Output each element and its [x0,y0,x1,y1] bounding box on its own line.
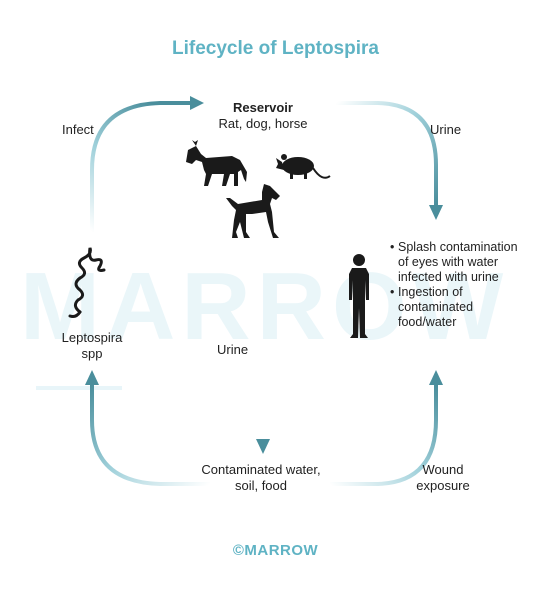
arrow-urine-top [336,101,438,206]
brand-logo: ©MARROW [232,542,319,559]
page-title: Lifecycle of Leptospira [172,38,379,59]
wound-exposure-label: Wound exposure [416,462,470,493]
human-icon [349,254,369,338]
arrowhead-urine-top [429,205,443,220]
route-item: Splash contamination of eyes with water … [390,240,520,285]
dog-icon [226,184,280,238]
arrowhead-urine-mid [256,439,270,454]
horse-icon [186,140,247,186]
arrowhead-contam-to-lepto [85,370,99,385]
reservoir-label: Reservoir Rat, dog, horse [196,100,330,132]
contaminated-label: Contaminated water, soil, food [201,462,321,493]
arrow-wound [330,384,438,486]
bacteria-spiral-icon [68,247,106,318]
rat-icon [276,154,331,179]
route-item: Ingestion of contaminated food/water [390,285,520,330]
watermark-underline [36,386,122,390]
arrowhead-wound [429,370,443,385]
urine-mid-label: Urine [217,342,249,357]
reservoir-animals: Rat, dog, horse [218,116,308,131]
urine-top-label: Urine [430,122,462,137]
arrow-infect [90,101,192,232]
leptospira-label: Leptospira spp [61,330,123,361]
reservoir-heading: Reservoir [233,100,293,115]
arrow-contam-to-lepto [90,384,210,486]
arrowhead-infect [190,96,204,110]
transmission-routes-list: Splash contamination of eyes with water … [390,240,520,330]
infect-label: Infect [62,122,94,137]
